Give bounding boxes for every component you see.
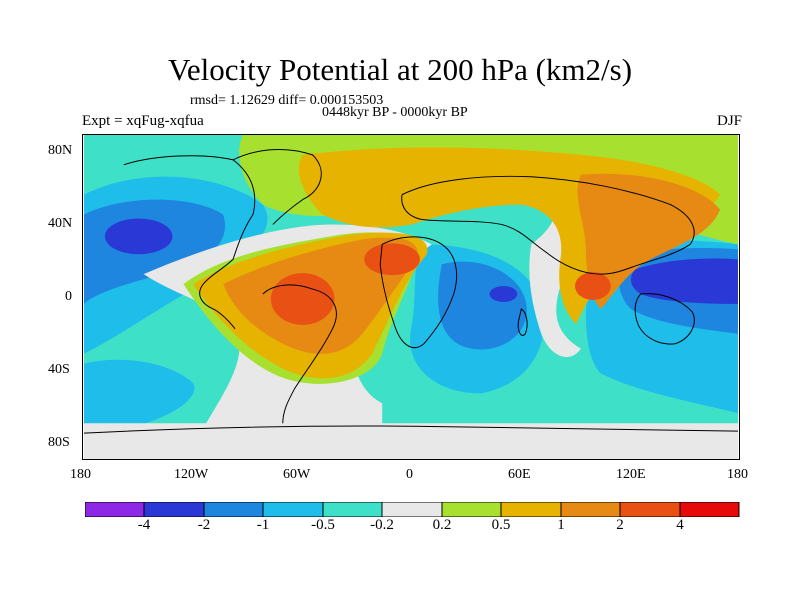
colorbar-swatch-1	[85, 502, 145, 517]
colorbar-swatch-4	[262, 502, 324, 517]
colorbar-swatch-10	[619, 502, 681, 517]
colorbar-swatch-9	[560, 502, 621, 517]
colorbar-label-5: -0.2	[370, 517, 394, 533]
colorbar-swatch-2	[143, 502, 205, 517]
coast-north-america	[123, 155, 256, 330]
colorbar-swatch-6	[381, 502, 443, 517]
lon-label-120e: 120E	[616, 467, 646, 482]
field-darkblue-npac	[104, 218, 173, 255]
coast-madagascar	[517, 308, 528, 336]
field-darkblue-wpac	[630, 258, 738, 304]
colorbar-label-1: -4	[137, 517, 151, 533]
lon-label-60e: 60E	[508, 467, 531, 482]
colorbar-swatch-8	[500, 502, 562, 517]
colorbar-swatch-11	[679, 502, 740, 517]
colorbar-label-4: -0.5	[311, 517, 335, 533]
coast-south-america	[262, 284, 337, 424]
coastlines	[83, 148, 738, 434]
field-blue-indian	[438, 261, 527, 350]
lat-label-80n: 80N	[48, 143, 73, 158]
experiment-label: Expt = xqFug-xqfua	[82, 113, 204, 129]
lat-label-80s: 80S	[48, 435, 70, 450]
colorbar-label-9: 2	[616, 517, 624, 533]
field-lightblue-spac	[84, 359, 195, 434]
colorbar-swatch-7	[441, 502, 502, 517]
colorbar-label-8: 1	[557, 517, 565, 533]
colorbar-swatch-5	[322, 502, 383, 517]
period-text: 0448kyr BP - 0000kyr BP	[322, 105, 468, 120]
lat-label-0: 0	[65, 289, 72, 304]
field-redorange-samerica	[270, 273, 335, 325]
map-title: Velocity Potential at 200 hPa (km2/s)	[167, 52, 633, 87]
coast-antarctica	[83, 425, 738, 434]
lon-label-180w: 180	[70, 467, 91, 482]
field-darkblue-indian	[489, 286, 518, 302]
field-neutral-antarctic	[84, 423, 738, 459]
colorbar-label-3: -1	[256, 517, 270, 533]
velocity-potential-map	[82, 134, 740, 460]
coast-africa	[379, 236, 458, 349]
coast-australia	[634, 293, 695, 345]
lat-label-40n: 40N	[48, 216, 73, 231]
lat-label-40s: 40S	[48, 362, 70, 377]
field-orange-asia	[577, 173, 721, 309]
coast-eurasia	[401, 175, 695, 275]
lon-label-60w: 60W	[283, 467, 311, 482]
field-redorange-atlantic	[364, 243, 420, 276]
colorbar-label-10: 4	[676, 517, 684, 533]
lon-label-180e: 180	[727, 467, 748, 482]
lon-label-0: 0	[406, 467, 413, 482]
colorbar-swatch-3	[203, 502, 264, 517]
colorbar-label-7: 0.5	[491, 517, 511, 533]
lon-label-120w: 120W	[174, 467, 209, 482]
field-redorange-seasia	[574, 272, 611, 300]
colorbar-label-2: -2	[197, 517, 211, 533]
colorbar	[85, 502, 740, 517]
season-label: DJF	[716, 113, 742, 129]
coast-canada-arctic	[232, 148, 322, 225]
colorbar-label-6: 0.2	[432, 517, 452, 533]
stats-text: rmsd= 1.12629 diff= 0.000153503	[190, 93, 384, 108]
